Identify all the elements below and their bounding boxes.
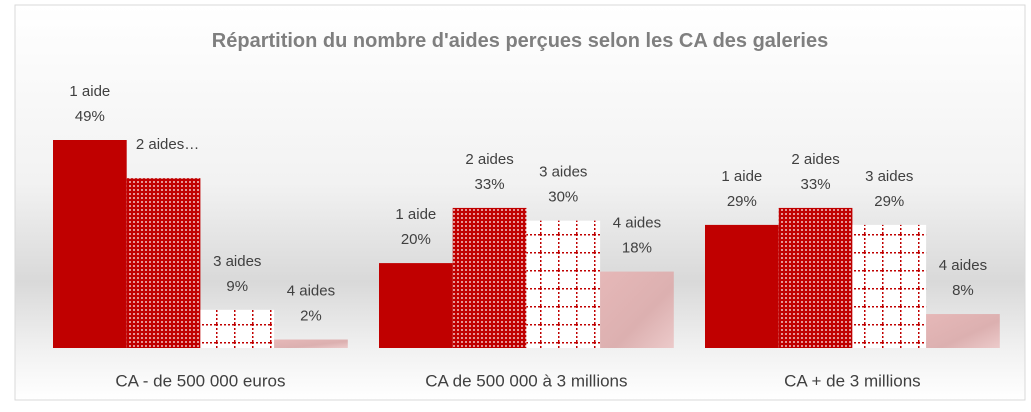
data-label-name: 2 aides [465, 151, 513, 168]
data-label-name: 1 aide [721, 168, 762, 185]
data-label-name: 3 aides [865, 168, 913, 185]
data-label: 29% [727, 193, 757, 210]
x-tick-label: CA de 500 000 à 3 millions [425, 371, 627, 390]
data-label: 8% [952, 282, 974, 299]
data-label-name: 1 aide [395, 206, 436, 223]
data-label-name: 3 aides [539, 164, 587, 181]
bar [126, 178, 201, 348]
data-label: 33% [801, 176, 831, 193]
bar [200, 309, 275, 348]
chart-title: Répartition du nombre d'aides perçues se… [212, 30, 828, 52]
x-tick-label: CA + de 3 millions [784, 371, 921, 390]
data-label: 2% [300, 307, 322, 324]
bar [379, 263, 453, 348]
bar [926, 314, 1000, 348]
bar [53, 140, 127, 348]
data-label-name: 3 aides [213, 253, 261, 270]
bar [778, 207, 853, 348]
bar [600, 271, 674, 348]
x-tick-label: CA - de 500 000 euros [115, 371, 285, 390]
bar [274, 339, 348, 348]
data-label: 20% [401, 231, 431, 248]
data-label: 30% [548, 189, 578, 206]
data-label-name: 4 aides [287, 282, 335, 299]
bar [705, 224, 779, 348]
data-label: 29% [874, 193, 904, 210]
data-label: 9% [226, 278, 248, 295]
data-label-name: 4 aides [939, 257, 987, 274]
bar [852, 224, 927, 348]
bar [452, 207, 527, 348]
data-label: 33% [475, 176, 505, 193]
data-label-name: 2 aides [791, 151, 839, 168]
data-label: 18% [622, 240, 652, 257]
data-label-name: 4 aides [613, 215, 661, 232]
data-label: 49% [75, 108, 105, 125]
data-label: 2 aides… [136, 136, 199, 153]
bar [526, 220, 601, 348]
data-label-name: 1 aide [69, 83, 110, 100]
